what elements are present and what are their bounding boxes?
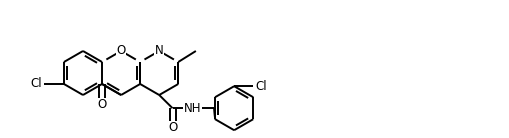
Text: Cl: Cl [31,78,42,91]
Text: Cl: Cl [256,80,267,93]
Text: O: O [116,44,126,58]
Text: O: O [167,121,177,135]
Text: O: O [97,98,106,111]
Text: N: N [155,44,163,58]
Text: NH: NH [183,102,201,115]
